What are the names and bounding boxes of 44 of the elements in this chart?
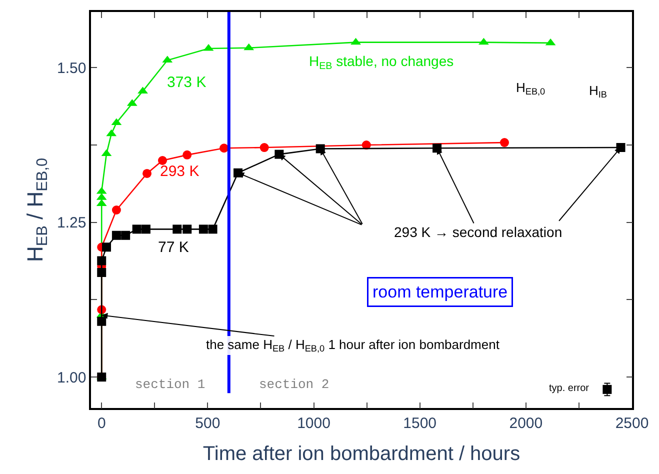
- annotation: 293 K → second relaxation: [394, 224, 562, 240]
- point: [478, 38, 489, 45]
- y-tick-label: 1.00: [57, 369, 86, 386]
- series-label: 293 K: [160, 163, 200, 180]
- point: [500, 138, 509, 148]
- point: [132, 224, 142, 234]
- point: [112, 230, 121, 240]
- point: [362, 140, 371, 150]
- x-tick-label: 1000: [297, 414, 330, 432]
- series-label: 373 K: [167, 74, 206, 91]
- annotation: section 2: [259, 377, 330, 392]
- annotation: the same H$_{EB}$ / H$_{EB,0}$ 1 hour after ion bombardment: [206, 337, 500, 354]
- point: [97, 268, 106, 277]
- point: [260, 143, 269, 152]
- y-tick-label: 1.50: [57, 60, 86, 77]
- point: [102, 242, 111, 252]
- y-tick-label: 1.25: [57, 214, 86, 232]
- point: [350, 38, 361, 45]
- point: [158, 156, 167, 165]
- point: [172, 224, 182, 234]
- x-tick-label: 2500: [615, 414, 649, 432]
- point: [602, 384, 612, 394]
- annotation: typ. error: [549, 383, 590, 394]
- point: [112, 206, 121, 214]
- x-tick-label: 500: [195, 414, 220, 432]
- point: [121, 230, 130, 240]
- annotation: H$_{EB}$ stable, no changes: [309, 53, 454, 72]
- point: [97, 256, 106, 266]
- annotation: room temperature: [372, 282, 508, 302]
- x-axis-title: Time after ion bombardment / hours: [202, 442, 520, 465]
- series-label: 77 K: [158, 239, 189, 256]
- point: [142, 168, 152, 178]
- point: [182, 224, 192, 234]
- x-tick-label: 2000: [509, 414, 543, 432]
- point: [141, 224, 150, 234]
- point: [198, 224, 208, 234]
- point: [97, 316, 106, 326]
- x-tick-label: 0: [97, 414, 106, 432]
- point: [182, 150, 192, 160]
- x-tick-label: 1500: [403, 414, 437, 432]
- point: [208, 224, 218, 234]
- annotation: H$_{EB,0}$: [516, 80, 546, 97]
- annotation: H$_{IB}$: [589, 83, 607, 100]
- annotation: section 1: [135, 377, 206, 392]
